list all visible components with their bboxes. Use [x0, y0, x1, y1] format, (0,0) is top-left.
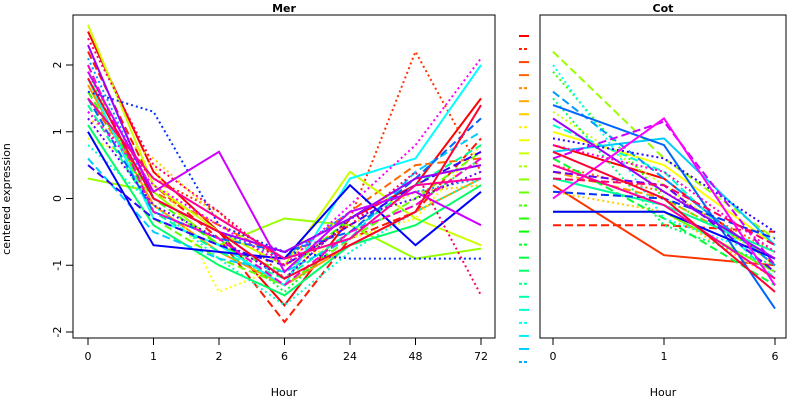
mer-series-line [87, 71, 482, 274]
mer-series-line [87, 77, 482, 280]
cot-x-tick-label: 6 [772, 350, 779, 363]
mer-series-line [87, 130, 482, 273]
cot-series-line [552, 117, 776, 260]
mer-x-tick-label: 6 [281, 350, 288, 363]
mer-y-axis: -2 -1 0 1 2 [51, 62, 74, 338]
mer-panel: Mer 0 1 2 6 24 48 72 -2 -1 0 1 2 Hour centered exp… [0, 2, 496, 399]
mer-series-line [87, 124, 482, 297]
mer-series-line [87, 49, 482, 280]
mer-x-tick-label: 24 [343, 350, 357, 363]
cot-x-tick-label: 0 [550, 350, 557, 363]
cot-series-line [552, 177, 776, 247]
cot-x-axis: 0 1 6 [550, 337, 779, 363]
cot-series-line [552, 137, 776, 233]
mer-title: Mer [272, 2, 296, 15]
mer-x-tick-label: 1 [150, 350, 157, 363]
mer-y-tick-label: -1 [51, 260, 64, 271]
mer-y-tick-label: 2 [51, 62, 64, 69]
cot-series-line [552, 50, 776, 240]
mer-x-label: Hour [271, 386, 298, 399]
cot-series-line [552, 110, 776, 267]
cot-series-group [552, 50, 776, 310]
mer-series-line [87, 57, 482, 267]
mer-x-tick-label: 2 [216, 350, 223, 363]
mer-y-tick-label: -2 [51, 327, 64, 338]
cot-panel: Cot 0 1 6 Hour [539, 2, 787, 399]
mer-y-label: centered expression [0, 143, 13, 255]
mer-series-line [87, 64, 482, 287]
cot-series-line [552, 150, 776, 293]
mer-x-axis: 0 1 2 6 24 48 72 [85, 337, 488, 363]
cot-title: Cot [653, 2, 674, 15]
mer-y-tick-label: 1 [51, 128, 64, 135]
mer-x-tick-label: 0 [85, 350, 92, 363]
mer-series-line [87, 117, 482, 260]
mer-x-tick-label: 72 [474, 350, 488, 363]
cot-series-line [552, 177, 776, 253]
mer-x-tick-label: 48 [409, 350, 423, 363]
cot-series-line [552, 64, 776, 260]
cot-series-line [552, 71, 776, 260]
color-legend-strip [519, 35, 529, 363]
cot-x-tick-label: 1 [661, 350, 668, 363]
mer-series-line [87, 117, 482, 280]
cot-x-label: Hour [650, 386, 677, 399]
mer-series-line [87, 97, 482, 260]
mer-series-group [87, 24, 482, 324]
mer-series-line [87, 24, 482, 267]
cot-series-line [552, 120, 776, 266]
cot-series-line [552, 164, 776, 280]
cot-series-line [552, 137, 776, 246]
mer-series-line [87, 137, 482, 294]
mer-y-tick-label: 0 [51, 195, 64, 202]
cot-series-line [552, 116, 776, 286]
